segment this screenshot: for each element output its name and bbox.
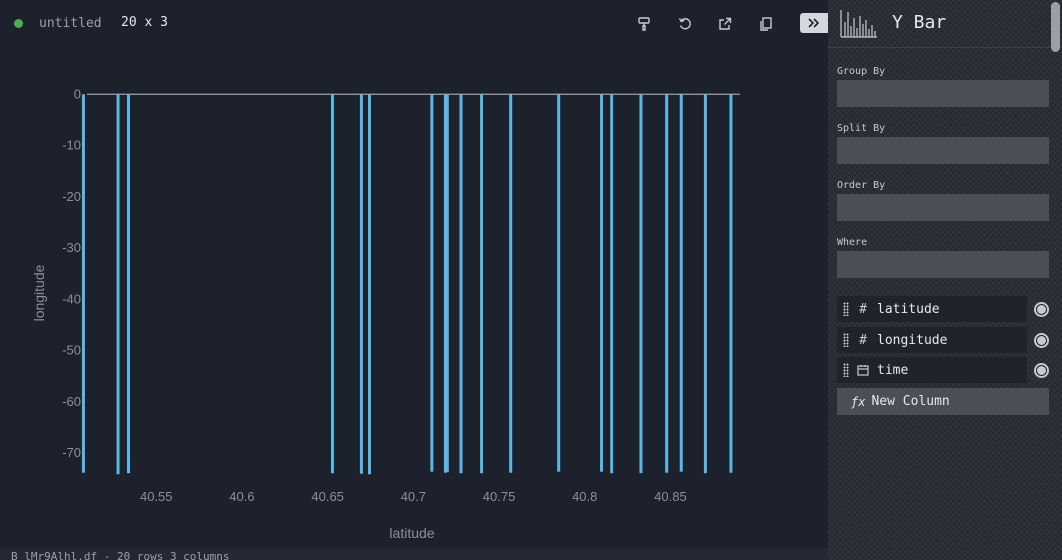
split-by-label: Split By	[837, 123, 886, 134]
reset-icon	[678, 18, 691, 30]
export-icon	[719, 17, 732, 30]
y-tick-label: -20	[62, 189, 81, 204]
panel-scrollbar[interactable]	[1048, 0, 1062, 54]
bar	[679, 94, 683, 472]
group-by-label: Group By	[837, 66, 886, 77]
x-axis-title: latitude	[389, 525, 434, 541]
x-tick-label: 40.75	[483, 489, 516, 504]
x-tick-label: 40.85	[654, 489, 687, 504]
y-axis-title: longitude	[31, 264, 47, 321]
x-tick-label: 40.7	[401, 489, 426, 504]
data-dimensions: 20 x 3	[121, 15, 168, 30]
radio-dot	[1037, 336, 1046, 345]
bar	[703, 94, 707, 474]
group-by-dropzone[interactable]	[837, 80, 1049, 107]
column-toggle-longitude[interactable]	[1034, 333, 1049, 348]
where-dropzone[interactable]	[837, 251, 1049, 278]
format-painter-button[interactable]	[633, 13, 655, 35]
bar	[509, 94, 513, 473]
order-by-label: Order By	[837, 180, 886, 191]
where-label: Where	[837, 237, 868, 248]
bar	[729, 94, 733, 473]
bar	[81, 94, 85, 473]
top-bar: untitled 20 x 3	[0, 0, 828, 48]
plugin-name: Y Bar	[892, 12, 947, 33]
bar	[557, 94, 561, 472]
order-by-dropzone[interactable]	[837, 194, 1049, 221]
bar	[600, 94, 604, 472]
x-tick-label: 40.8	[572, 489, 597, 504]
function-icon: ƒx	[851, 394, 866, 409]
bar	[459, 94, 463, 474]
y-tick-label: -10	[62, 138, 81, 153]
y-bar-chart[interactable]: 0 -10 -20 -30 -40 -50 -60 -70 40.55 40.6 40.65 40.7…	[0, 48, 828, 548]
column-item-longitude[interactable]: # longitude	[837, 327, 1027, 353]
copy-button[interactable]	[755, 13, 777, 35]
column-name: latitude	[877, 301, 940, 317]
column-toggle-time[interactable]	[1034, 363, 1049, 378]
collapse-settings-button[interactable]	[800, 13, 828, 33]
drag-handle-icon[interactable]	[843, 302, 849, 316]
bar	[330, 94, 334, 474]
y-tick-label: 0	[74, 86, 81, 101]
drag-handle-icon[interactable]	[843, 333, 849, 347]
column-item-latitude[interactable]: # latitude	[837, 296, 1027, 322]
new-column-button[interactable]: ƒx New Column	[837, 388, 1049, 415]
bar	[359, 94, 363, 474]
double-chevron-right-icon	[808, 18, 820, 28]
format-painter-icon	[638, 17, 650, 31]
bar	[127, 94, 131, 474]
copy-icon	[760, 17, 772, 31]
bar	[639, 94, 643, 474]
radio-dot	[1037, 366, 1046, 375]
chart-canvas: 0 -10 -20 -30 -40 -50 -60 -70 40.55 40.6 40.65 40.7…	[31, 86, 740, 541]
y-tick-label: -50	[62, 343, 81, 358]
reset-button[interactable]	[674, 13, 696, 35]
bar	[430, 94, 434, 472]
y-tick-label: -60	[62, 394, 81, 409]
number-type-icon: #	[859, 301, 867, 317]
bar	[480, 94, 484, 474]
number-type-icon: #	[859, 332, 867, 348]
view-title[interactable]: untitled	[39, 16, 102, 31]
bar	[610, 94, 614, 474]
bar	[367, 94, 371, 475]
calendar-icon	[854, 364, 872, 376]
export-button[interactable]	[714, 13, 736, 35]
column-name: time	[877, 362, 909, 378]
footer-text: B_lMr9Alhl.df - 20 rows 3 columns	[11, 550, 230, 560]
radio-dot	[1037, 305, 1046, 314]
y-tick-label: -40	[62, 291, 81, 306]
status-indicator	[14, 19, 23, 28]
status-footer: B_lMr9Alhl.df - 20 rows 3 columns	[0, 548, 828, 560]
plugin-selector[interactable]: Y Bar	[828, 0, 1062, 48]
bar	[443, 94, 447, 473]
bar	[116, 94, 120, 475]
new-column-label: New Column	[871, 394, 950, 409]
x-tick-label: 40.55	[140, 489, 173, 504]
split-by-dropzone[interactable]	[837, 137, 1049, 164]
column-toggle-latitude[interactable]	[1034, 302, 1049, 317]
bar	[665, 94, 669, 473]
drag-handle-icon[interactable]	[843, 363, 849, 377]
bar	[445, 94, 449, 473]
y-tick-label: -70	[62, 445, 81, 460]
x-tick-label: 40.6	[229, 489, 254, 504]
column-name: longitude	[877, 332, 948, 348]
column-item-time[interactable]: time	[837, 357, 1027, 383]
scrollbar-thumb[interactable]	[1051, 2, 1060, 52]
y-bar-chart-icon	[840, 10, 877, 38]
x-tick-label: 40.65	[311, 489, 344, 504]
y-tick-label: -30	[62, 240, 81, 255]
